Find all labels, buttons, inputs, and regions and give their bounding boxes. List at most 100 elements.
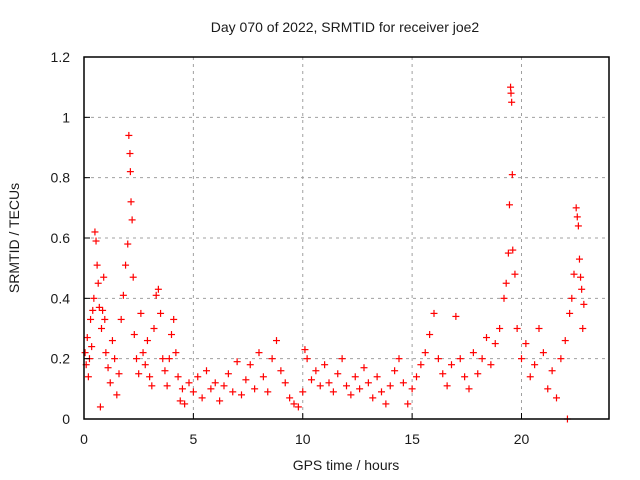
data-point [242,376,250,384]
data-points [81,83,588,423]
data-point [426,331,434,339]
data-point [122,261,130,269]
data-point [95,303,103,311]
data-point [148,382,156,390]
data-point [299,388,307,396]
data-point [578,285,586,293]
data-point [577,273,585,281]
data-point [88,343,96,351]
data-point [575,255,583,263]
data-point [93,261,101,269]
data-point [115,370,123,378]
data-point [386,382,394,390]
data-point [507,83,515,91]
x-axis-label: GPS time / hours [293,457,400,473]
data-point [356,385,364,393]
data-point [434,355,442,363]
data-point [126,150,134,158]
data-point [255,349,263,357]
data-point [106,379,114,387]
data-point [568,294,576,302]
data-point [505,201,513,209]
data-point [399,379,407,387]
data-point [83,334,91,342]
data-point [91,228,99,236]
data-point [561,337,569,345]
data-point [176,397,184,405]
data-point [229,388,237,396]
data-point [301,346,309,354]
data-point [474,370,482,378]
x-tick-label: 20 [514,431,530,447]
data-point [461,373,469,381]
data-point [152,291,160,299]
data-point [343,382,350,390]
data-point [126,168,134,176]
x-tick-label: 5 [189,431,197,447]
data-point [92,237,100,245]
data-point [87,315,95,323]
data-point [351,373,359,381]
data-point [165,355,173,363]
data-point [259,373,267,381]
data-point [580,300,588,308]
chart-title: Day 070 of 2022, SRMTID for receiver joe… [211,19,480,35]
data-point [557,355,565,363]
data-point [369,394,377,402]
data-point [220,382,228,390]
data-point [303,355,311,363]
data-point [413,373,420,381]
data-point [127,198,135,206]
data-point [185,379,193,387]
data-point [139,349,147,357]
data-point [251,385,259,393]
data-point [194,373,202,381]
y-tick-label: 1.2 [51,49,71,65]
data-point [500,294,508,302]
data-point [211,379,219,387]
y-tick-label: 0 [62,411,70,427]
y-tick-label: 0.6 [51,230,71,246]
data-point [146,373,154,381]
data-point [233,358,241,366]
data-point [572,204,580,212]
y-tick-label: 1 [62,109,70,125]
y-tick-label: 0.2 [51,351,71,367]
y-axis-ticks: 0 0.2 0.4 0.6 0.8 1 1.2 [51,49,90,427]
data-point [81,349,89,357]
data-point [373,373,381,381]
data-point [163,382,171,390]
data-point [430,309,438,317]
data-point [522,340,530,348]
data-point [321,361,329,369]
data-point [125,131,133,139]
data-point [439,370,447,378]
y-tick-label: 0.8 [51,170,71,186]
grid-lines [84,57,609,419]
data-point [172,349,180,357]
data-point [511,270,519,278]
data-point [124,240,132,248]
data-point [135,370,143,378]
data-point [216,397,224,405]
data-point [130,331,138,339]
data-point [574,222,582,230]
data-point [133,355,140,363]
data-point [308,376,315,384]
data-point [99,306,107,314]
data-point [290,400,298,408]
data-point [281,379,289,387]
data-point [203,367,210,375]
data-point [137,309,145,317]
data-point [159,355,167,363]
data-point [168,331,175,339]
data-point [129,273,137,281]
data-point [417,361,425,369]
data-point [117,315,125,323]
data-point [360,364,368,372]
data-point [325,379,333,387]
data-point [334,370,342,378]
x-tick-label: 0 [80,431,88,447]
x-axis-ticks: 0 5 10 15 20 [80,413,529,447]
data-point [84,373,92,381]
